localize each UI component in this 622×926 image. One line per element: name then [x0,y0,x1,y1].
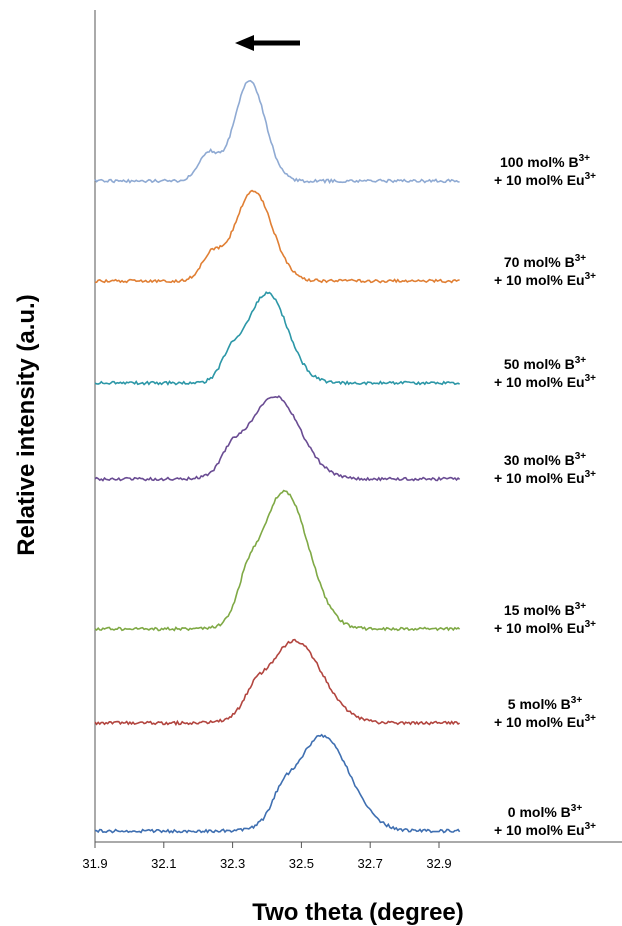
series-label-line2: + 10 mol% Eu3+ [494,713,596,730]
series-label-line1: 15 mol% B3+ [504,601,586,618]
y-axis-title: Relative intensity (a.u.) [13,294,40,555]
series-label-line1: 0 mol% B3+ [508,803,583,820]
series-label-line1: 5 mol% B3+ [508,695,583,712]
series-line [94,395,461,482]
shift-arrow-icon [235,35,300,51]
x-tick-label: 32.1 [151,856,176,871]
series-label-line2: + 10 mol% Eu3+ [494,469,596,486]
series-line [94,189,460,284]
x-tick-label: 31.9 [82,856,107,871]
x-ticks: 31.9 32.1 32.3 32.5 32.7 32.9 [82,842,452,871]
series-label-line2: + 10 mol% Eu3+ [494,821,596,838]
series-labels: 100 mol% B3++ 10 mol% Eu3+70 mol% B3++ 1… [494,153,596,838]
x-tick-label: 32.5 [289,856,314,871]
x-tick-label: 32.9 [426,856,451,871]
series-line [94,489,461,632]
series-label-line1: 70 mol% B3+ [504,253,586,270]
series-curves [94,79,461,834]
x-tick-label: 32.3 [220,856,245,871]
series-label-line2: + 10 mol% Eu3+ [494,271,596,288]
series-line [94,291,461,386]
series-label-line2: + 10 mol% Eu3+ [494,373,596,390]
series-line [94,638,461,727]
x-axis-title: Two theta (degree) [252,899,464,926]
series-label-line2: + 10 mol% Eu3+ [494,619,596,636]
series-label-line1: 100 mol% B3+ [500,153,590,170]
series-line [94,733,461,834]
x-tick-label: 32.7 [358,856,383,871]
series-line [94,79,460,185]
series-label-line1: 30 mol% B3+ [504,451,586,468]
series-label-line2: + 10 mol% Eu3+ [494,171,596,188]
series-label-line1: 50 mol% B3+ [504,355,586,372]
